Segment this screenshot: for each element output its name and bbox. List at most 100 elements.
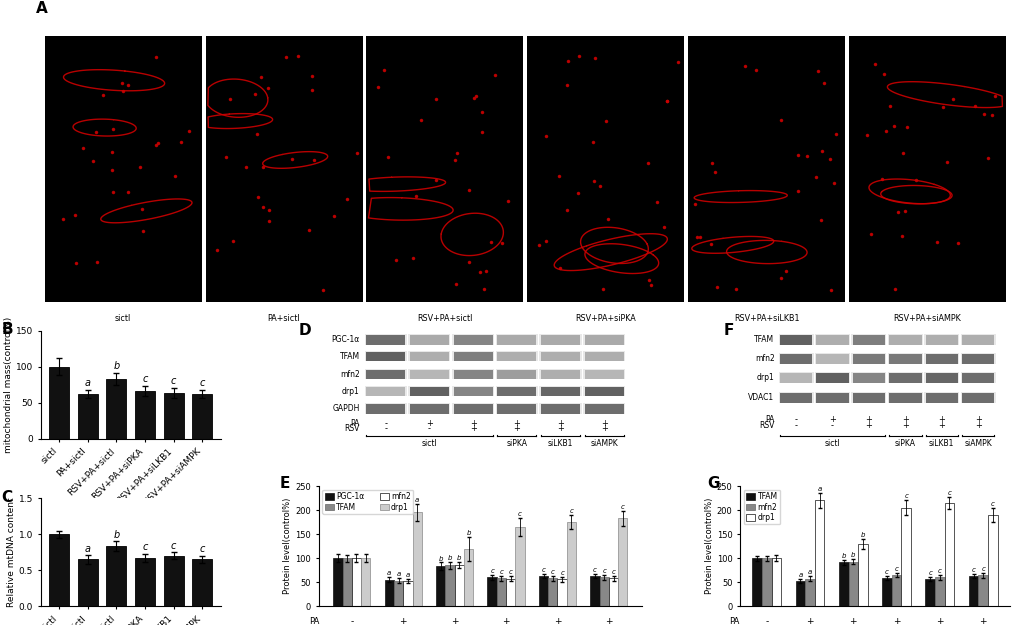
Bar — [887, 334, 922, 345]
Bar — [889, 372, 920, 382]
Bar — [408, 351, 450, 361]
Bar — [365, 334, 407, 345]
Bar — [410, 352, 448, 361]
Text: b: b — [447, 555, 451, 561]
Bar — [366, 36, 523, 302]
Y-axis label: Relative mtDNA content: Relative mtDNA content — [7, 498, 16, 607]
Text: GAPDH: GAPDH — [332, 404, 360, 413]
Bar — [106, 379, 126, 439]
Text: c: c — [904, 494, 907, 499]
Bar — [453, 352, 492, 361]
Legend: PGC-1α, TFAM, mfn2, drp1: PGC-1α, TFAM, mfn2, drp1 — [322, 490, 413, 514]
Bar — [688, 36, 845, 302]
Text: sictl: sictl — [823, 439, 840, 448]
Bar — [780, 335, 811, 345]
Bar — [887, 353, 922, 364]
Text: c: c — [518, 511, 522, 518]
Bar — [608, 578, 618, 606]
Bar — [944, 503, 954, 606]
Text: a: a — [807, 569, 811, 576]
Bar — [366, 370, 405, 379]
Bar — [852, 393, 884, 403]
Bar — [557, 579, 567, 606]
Text: sictl: sictl — [421, 439, 437, 448]
Text: -: - — [384, 419, 387, 428]
Text: +: + — [600, 419, 607, 428]
Bar — [924, 393, 957, 403]
Bar — [567, 522, 576, 606]
Bar — [887, 372, 922, 383]
Bar — [453, 335, 492, 345]
Bar — [814, 392, 849, 403]
Bar — [453, 404, 492, 414]
Bar — [968, 576, 977, 606]
Bar — [445, 566, 454, 606]
Text: +: + — [978, 617, 986, 625]
Bar — [770, 558, 781, 606]
Text: mfn2: mfn2 — [339, 370, 360, 379]
Text: b: b — [466, 529, 471, 536]
Y-axis label: Protein level(control%): Protein level(control%) — [283, 498, 292, 594]
Bar — [590, 576, 599, 606]
Bar — [889, 354, 920, 364]
Bar — [412, 512, 422, 606]
Text: +: + — [849, 617, 856, 625]
Bar — [206, 36, 362, 302]
Text: RSV: RSV — [758, 421, 773, 431]
Bar — [977, 576, 987, 606]
Text: c: c — [989, 501, 994, 507]
Text: PA: PA — [729, 617, 739, 625]
Text: +: + — [450, 617, 458, 625]
Bar — [618, 518, 627, 606]
Text: PA+sictl: PA+sictl — [267, 314, 300, 323]
Text: -: - — [384, 424, 387, 433]
Bar — [901, 508, 910, 606]
Text: -: - — [830, 421, 834, 431]
Bar — [366, 404, 405, 414]
Bar — [436, 566, 445, 606]
Text: PGC-1α: PGC-1α — [331, 335, 360, 344]
Text: b: b — [113, 361, 119, 371]
Text: +: + — [937, 416, 945, 424]
Bar — [924, 354, 957, 364]
Text: c: c — [602, 568, 605, 574]
Bar — [852, 354, 884, 364]
Bar — [881, 578, 891, 606]
Text: +: + — [937, 421, 945, 431]
Text: c: c — [200, 544, 205, 554]
Bar — [410, 335, 448, 345]
Bar — [539, 369, 581, 379]
Text: a: a — [396, 571, 400, 578]
Text: a: a — [406, 572, 410, 578]
Text: RSV+PA+siPKA: RSV+PA+siPKA — [575, 314, 636, 323]
Bar — [453, 387, 492, 396]
Bar — [163, 393, 183, 439]
Text: siAMPK: siAMPK — [590, 439, 618, 448]
Bar — [777, 353, 813, 364]
Bar — [451, 351, 493, 361]
Bar — [497, 387, 536, 396]
Text: siPKA: siPKA — [894, 439, 915, 448]
Text: +: + — [556, 424, 564, 433]
Bar — [540, 352, 580, 361]
Bar — [583, 334, 625, 345]
Bar — [960, 334, 995, 345]
Bar — [49, 534, 69, 606]
Bar — [408, 386, 450, 396]
Text: B: B — [1, 322, 13, 337]
Bar — [495, 386, 537, 396]
Bar — [497, 404, 536, 414]
Bar — [924, 372, 957, 382]
Bar — [515, 527, 524, 606]
Text: c: c — [508, 569, 513, 576]
Bar — [403, 581, 412, 606]
Bar — [780, 372, 811, 382]
Bar — [814, 353, 849, 364]
Text: +: + — [935, 617, 943, 625]
Bar — [923, 353, 958, 364]
Bar — [451, 369, 493, 379]
Bar — [780, 354, 811, 364]
Text: a: a — [415, 497, 419, 503]
Bar — [451, 386, 493, 396]
Text: C: C — [1, 489, 12, 504]
